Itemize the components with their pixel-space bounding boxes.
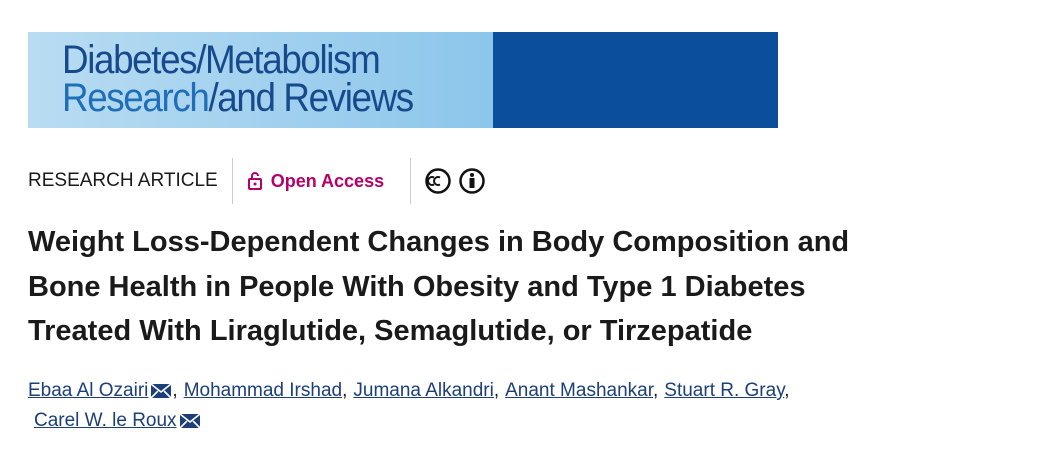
author-separator: , (493, 380, 500, 401)
author-separator: , (784, 380, 790, 401)
author-item: Stuart R. Gray, (664, 380, 789, 401)
separator (410, 158, 412, 204)
journal-text: /and Reviews (208, 76, 414, 120)
author-item: Mohammad Irshad, (184, 380, 348, 401)
journal-line: Research/and Reviews (62, 76, 414, 121)
email-icon[interactable] (178, 413, 201, 429)
article-title: Weight Loss-Dependent Changes in Body Co… (28, 220, 849, 354)
author-name[interactable]: Ebaa Al Ozairi (28, 380, 149, 401)
separator (231, 158, 233, 204)
author-list: Ebaa Al Ozairi, Mohammad Irshad, Jumana Al… (28, 376, 1028, 436)
journal-text: Diabetes (62, 38, 198, 82)
journal-banner[interactable]: Diabetes/Metabolism Research/and Reviews (28, 32, 778, 128)
journal-line: Diabetes/Metabolism (62, 38, 381, 83)
author-name[interactable]: Carel W. le Roux (34, 410, 177, 431)
author-item: Ebaa Al Ozairi, (28, 380, 178, 401)
author-name[interactable]: Stuart R. Gray (664, 380, 785, 401)
author-name[interactable]: Mohammad Irshad (183, 380, 343, 401)
lock-icon (247, 172, 262, 190)
author-name[interactable]: Jumana Alkandri (353, 380, 494, 401)
journal-text: Research (62, 76, 210, 120)
title-line: Treated With Liraglutide, Semaglutide, o… (28, 315, 753, 347)
license-icons[interactable] (425, 167, 487, 195)
title-line: Bone Health in People With Obesity and T… (28, 270, 806, 303)
article-type: RESEARCH ARTICLE (28, 170, 218, 191)
author-separator: , (342, 380, 348, 401)
author-separator: , (172, 380, 178, 401)
author-item: Anant Mashankar, (505, 380, 658, 401)
author-name[interactable]: Anant Mashankar (505, 380, 653, 401)
journal-text: /Metabolism (196, 38, 381, 82)
email-icon[interactable] (150, 383, 172, 399)
title-line: Weight Loss-Dependent Changes in Body Co… (28, 226, 850, 258)
author-separator: , (653, 380, 659, 401)
author-item: Carel W. le Roux (34, 410, 201, 431)
article-meta: RESEARCH ARTICLE Open Access (28, 158, 487, 204)
open-access[interactable]: Open Access (270, 170, 385, 191)
author-item: Jumana Alkandri, (353, 380, 499, 401)
